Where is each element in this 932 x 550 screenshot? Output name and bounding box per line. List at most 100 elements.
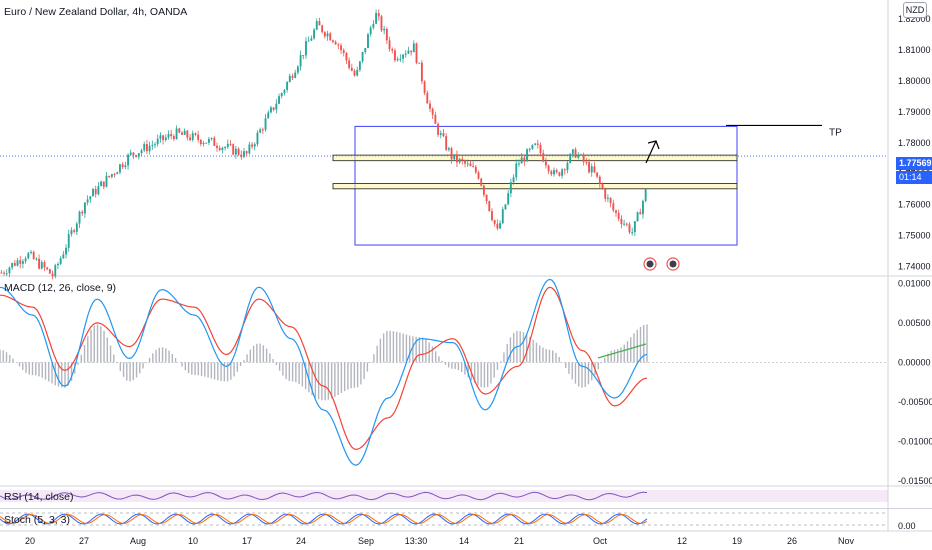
candle-body xyxy=(40,262,43,269)
macd-signal-line xyxy=(0,286,648,451)
candle-body xyxy=(186,130,189,138)
candle-body xyxy=(62,254,65,259)
candle-body xyxy=(224,147,227,149)
candle-body xyxy=(617,212,620,219)
candle-body xyxy=(205,142,208,144)
candle-body xyxy=(631,232,634,234)
candle-body xyxy=(501,209,504,224)
candle-body xyxy=(340,45,342,51)
candle-body xyxy=(218,147,221,151)
candle-body xyxy=(167,134,170,138)
candle-body xyxy=(323,32,326,37)
time-tick-label: 20 xyxy=(25,536,35,546)
candle-body xyxy=(596,172,599,177)
stoch-k-line xyxy=(0,513,648,525)
candle-body xyxy=(480,178,483,186)
candle-body xyxy=(391,49,394,51)
candle-body xyxy=(464,160,466,164)
candle-body xyxy=(342,50,345,53)
candle-body xyxy=(615,210,617,213)
candle-body xyxy=(458,158,461,163)
candle-body xyxy=(54,265,57,277)
candle-body xyxy=(348,60,351,68)
macd-tick-label: 0.00500 xyxy=(898,318,931,328)
candle-body xyxy=(119,164,121,173)
candle-body xyxy=(207,138,210,143)
candle-body xyxy=(377,13,380,17)
candle-body xyxy=(542,153,545,162)
candle-body xyxy=(558,172,561,176)
candle-body xyxy=(531,144,534,149)
macd-title: MACD (12, 26, close, 9) xyxy=(4,282,116,294)
candle-body xyxy=(515,163,518,178)
candle-body xyxy=(426,92,429,104)
candle-body xyxy=(623,223,626,225)
candle-body xyxy=(253,144,256,147)
candle-body xyxy=(477,172,480,179)
candle-body xyxy=(534,143,537,145)
candle-body xyxy=(536,143,539,145)
candle-body xyxy=(156,138,159,145)
candle-body xyxy=(137,153,140,157)
candle-body xyxy=(574,149,577,158)
candle-body xyxy=(269,107,272,113)
candle-body xyxy=(396,59,399,61)
candle-body xyxy=(59,258,62,264)
candle-body xyxy=(296,66,299,73)
candle-body xyxy=(625,223,628,225)
candle-body xyxy=(644,189,647,201)
candle-body xyxy=(213,137,216,146)
candle-body xyxy=(261,129,264,131)
candle-body xyxy=(380,16,383,31)
candle-body xyxy=(35,258,38,260)
time-tick-label: Oct xyxy=(593,536,608,546)
candle-body xyxy=(437,123,440,135)
candle-body xyxy=(178,128,181,133)
candle-body xyxy=(191,133,194,140)
candle-body xyxy=(423,81,426,93)
candle-body xyxy=(183,130,186,135)
support-zone xyxy=(332,154,738,162)
candle-body xyxy=(43,262,46,268)
candle-body xyxy=(590,166,593,173)
candle-body xyxy=(245,151,248,154)
time-tick-label: Aug xyxy=(130,536,146,546)
candle-body xyxy=(310,38,313,41)
candle-body xyxy=(294,72,297,78)
candle-body xyxy=(307,40,310,42)
candle-body xyxy=(232,144,235,155)
candle-body xyxy=(512,177,515,183)
candle-body xyxy=(16,260,19,266)
candle-body xyxy=(89,196,92,200)
candle-body xyxy=(466,163,469,165)
candle-body xyxy=(612,203,615,211)
price-tick-label: 1.75000 xyxy=(898,230,931,240)
candle-body xyxy=(636,212,639,222)
price-tick-label: 1.80000 xyxy=(898,76,931,86)
time-tick-label: 10 xyxy=(188,536,198,546)
candle-body xyxy=(275,103,278,110)
time-tick-label: Nov xyxy=(838,536,855,546)
candle-body xyxy=(78,211,81,224)
candle-body xyxy=(0,272,3,274)
candle-body xyxy=(67,234,70,248)
candle-body xyxy=(226,143,229,148)
candle-body xyxy=(418,62,421,64)
currency-badge[interactable]: NZD xyxy=(903,2,927,18)
candle-body xyxy=(197,134,200,140)
candle-body xyxy=(404,53,407,55)
candle-body xyxy=(566,162,569,171)
candle-body xyxy=(65,247,67,255)
candle-body xyxy=(577,155,580,158)
candle-body xyxy=(148,145,151,152)
candle-body xyxy=(334,41,337,45)
time-tick-label: 27 xyxy=(79,536,89,546)
candle-body xyxy=(383,28,386,31)
candle-body xyxy=(606,197,609,199)
candle-body xyxy=(145,143,148,152)
candle-body xyxy=(248,144,251,154)
candle-body xyxy=(456,154,458,163)
candle-body xyxy=(609,197,612,204)
